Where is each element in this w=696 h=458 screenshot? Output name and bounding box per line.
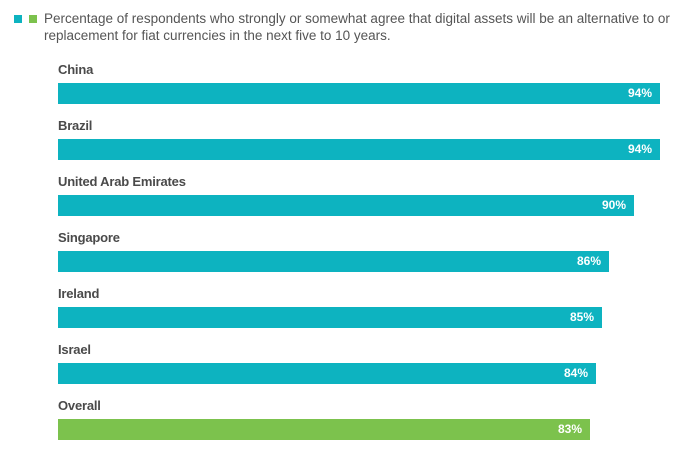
bar-value-label-overall: 83% [557,422,582,436]
bar-value-label-singapore: 86% [576,254,601,268]
legend-swatch-green [29,15,37,23]
bar-china: 94% [58,83,660,104]
bar-value-label-brazil: 94% [627,142,652,156]
bar-value-label-israel: 84% [563,366,588,380]
bar-value-label-ireland: 85% [569,310,594,324]
legend-text: Percentage of respondents who strongly o… [44,11,670,43]
category-label-singapore: Singapore [58,230,120,245]
legend-swatch-teal [14,15,22,23]
bar-value-label-china: 94% [627,86,652,100]
bar-israel: 84% [58,363,596,384]
bar-overall: 83% [58,419,590,440]
bar-united-arab-emirates: 90% [58,195,634,216]
bar-brazil: 94% [58,139,660,160]
category-label-china: China [58,62,94,77]
category-label-israel: Israel [58,342,91,357]
category-label-ireland: Ireland [58,286,100,301]
bar-ireland: 85% [58,307,602,328]
category-label-brazil: Brazil [58,118,93,133]
category-label-united-arab-emirates: United Arab Emirates [58,174,186,189]
bar-value-label-united-arab-emirates: 90% [601,198,626,212]
bar-singapore: 86% [58,251,609,272]
category-label-overall: Overall [58,398,101,413]
